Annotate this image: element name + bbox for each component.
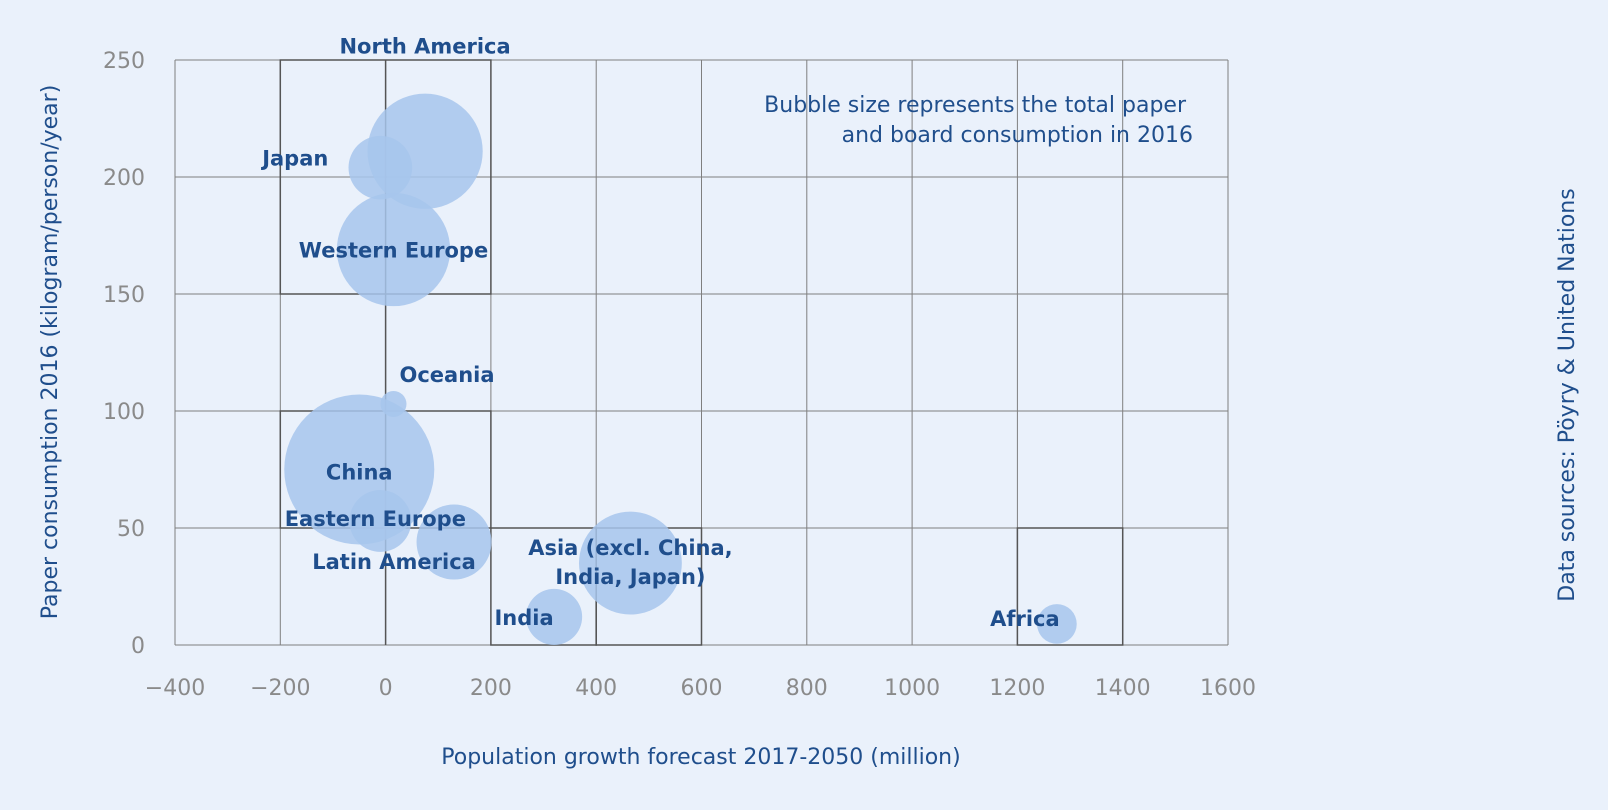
bubble-labels: North America Japan Western Europe Oceania C… bbox=[260, 34, 1059, 631]
bubble-label-line: Latin America bbox=[312, 550, 476, 574]
bubble-label-line: North America bbox=[339, 34, 510, 58]
bubbles bbox=[284, 93, 1077, 645]
y-tick-label: 100 bbox=[103, 400, 145, 425]
y-axis-title: Paper consumption 2016 (kilogram/person/… bbox=[38, 85, 63, 620]
highlight-cell bbox=[1016, 527, 1124, 646]
bubble-label-line: Western Europe bbox=[299, 239, 488, 263]
bubble-label-line: Asia (excl. China, bbox=[528, 536, 732, 560]
y-tick-label: 150 bbox=[103, 283, 145, 308]
y-tick-label: 200 bbox=[103, 166, 145, 191]
bubble bbox=[416, 504, 492, 580]
x-tick-label: 1600 bbox=[1200, 676, 1256, 701]
x-tick-label: 1000 bbox=[884, 676, 940, 701]
x-tick-label: 800 bbox=[786, 676, 828, 701]
data-source-note: Data sources: Pöyry & United Nations bbox=[1555, 188, 1580, 601]
bubble-label: Eastern Europe bbox=[285, 507, 466, 531]
bubble-label-line: India bbox=[494, 606, 553, 630]
bubble-label: Latin America bbox=[312, 550, 476, 574]
bubble-label: Japan bbox=[260, 147, 328, 171]
bubble bbox=[1037, 604, 1077, 644]
bubble-label-line: Africa bbox=[990, 607, 1060, 631]
bubble-label: North America bbox=[339, 34, 510, 58]
bubble-label: Oceania bbox=[399, 363, 494, 387]
x-tick-label: 1200 bbox=[989, 676, 1045, 701]
x-tick-label: −200 bbox=[250, 676, 310, 701]
x-tick-label: −400 bbox=[145, 676, 205, 701]
bubble-label-line: Eastern Europe bbox=[285, 507, 466, 531]
bubble-label-line: Oceania bbox=[399, 363, 494, 387]
tick-labels: −400 −200 0 200 400 600 800 1000 1200 1400 1600 0 50… bbox=[103, 49, 1256, 701]
bubble-label-line: Japan bbox=[260, 147, 328, 171]
bubble-size-note: Bubble size represents the total paper a… bbox=[764, 93, 1193, 148]
x-tick-label: 0 bbox=[379, 676, 393, 701]
x-tick-label: 600 bbox=[681, 676, 723, 701]
bubble bbox=[526, 588, 583, 645]
bubble bbox=[349, 490, 412, 552]
x-tick-label: 1400 bbox=[1095, 676, 1151, 701]
bubble-label-line: India, Japan) bbox=[555, 565, 705, 589]
x-tick-label: 400 bbox=[575, 676, 617, 701]
y-tick-label: 250 bbox=[103, 49, 145, 74]
bubble-label-line: China bbox=[326, 461, 393, 485]
bubble bbox=[579, 511, 682, 615]
bubble-label: Africa bbox=[990, 607, 1060, 631]
bubble-label: Western Europe bbox=[299, 239, 488, 263]
x-axis-title: Population growth forecast 2017-2050 (mi… bbox=[441, 745, 960, 770]
x-tick-label: 200 bbox=[470, 676, 512, 701]
y-tick-label: 50 bbox=[117, 517, 145, 542]
bubble bbox=[336, 192, 451, 307]
bubble-label: China bbox=[326, 461, 393, 485]
y-tick-label: 0 bbox=[131, 634, 145, 659]
bubble-label: India bbox=[494, 606, 553, 630]
bubble-size-note-line-1: Bubble size represents the total paper bbox=[764, 93, 1187, 118]
bubble-size-note-line-2: and board consumption in 2016 bbox=[842, 123, 1193, 148]
bubble bbox=[348, 135, 413, 200]
bubble-label: Asia (excl. China, India, Japan) bbox=[528, 536, 732, 589]
